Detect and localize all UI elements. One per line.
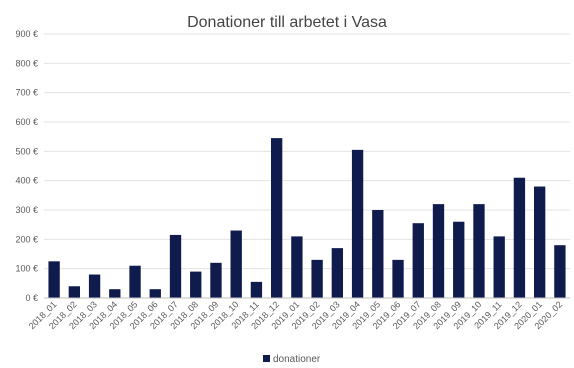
bar-2018_01 (48, 261, 60, 298)
y-tick-label: 0 € (25, 293, 38, 303)
bar-2019_01 (291, 236, 303, 298)
bar-2019_05 (372, 210, 384, 298)
chart-title: Donationer till arbetet i Vasa (187, 14, 387, 31)
bar-2018_04 (109, 289, 121, 298)
bar-2018_05 (129, 265, 141, 298)
y-axis-ticks: 0 € 100 € 200 € 300 € 400 € 500 € 600 € 700 € 80… (15, 29, 38, 303)
bar-2020_01 (533, 186, 546, 298)
gridlines (44, 33, 570, 270)
y-tick-label: 300 € (15, 205, 38, 215)
bar-2019_04 (351, 149, 364, 298)
bar-2019_08 (432, 204, 445, 298)
legend-label: donationer (273, 354, 321, 365)
bars (48, 138, 566, 298)
y-tick-label: 100 € (15, 264, 38, 274)
bar-2019_07 (412, 223, 424, 298)
bar-2018_11 (250, 281, 263, 298)
bar-2018_08 (190, 271, 202, 298)
bar-2018_06 (149, 289, 161, 298)
bar-2019_06 (392, 259, 404, 298)
bar-2020_02 (554, 245, 566, 298)
y-tick-label: 600 € (15, 117, 38, 127)
bar-2018_10 (230, 230, 242, 298)
bar-2019_10 (473, 204, 485, 298)
bar-2019_02 (311, 259, 323, 298)
bar-2018_03 (88, 274, 101, 298)
bar-2018_12 (270, 138, 283, 298)
bar-2019_12 (513, 177, 526, 298)
bar-2018_09 (210, 262, 222, 298)
legend: donationer (263, 354, 321, 365)
y-tick-label: 700 € (15, 88, 38, 98)
bar-2019_11 (493, 236, 505, 298)
y-tick-label: 200 € (15, 234, 38, 244)
legend-swatch (263, 355, 270, 362)
y-tick-label: 800 € (15, 58, 38, 68)
y-tick-label: 900 € (15, 29, 38, 39)
y-tick-label: 400 € (15, 176, 38, 186)
bar-2019_09 (453, 221, 465, 298)
x-axis-ticks: 2018_012018_022018_032018_042018_052018_… (27, 299, 565, 331)
bar-2018_07 (169, 234, 182, 298)
y-tick-label: 500 € (15, 146, 38, 156)
bar-2019_03 (331, 248, 344, 298)
bar-2018_02 (68, 286, 81, 298)
